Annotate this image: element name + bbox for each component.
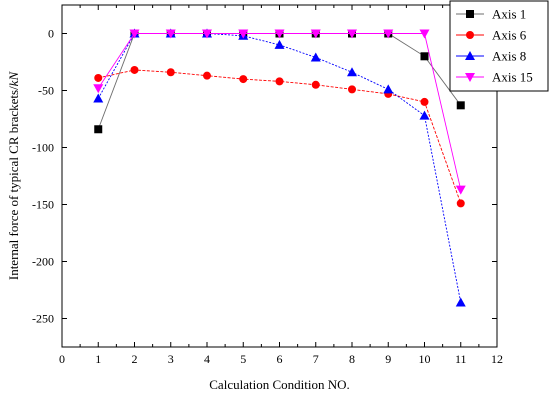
data-point xyxy=(239,75,248,84)
series-axis-8 xyxy=(93,28,466,307)
data-point xyxy=(455,185,466,195)
y-tick-label: -150 xyxy=(32,198,54,212)
data-point xyxy=(129,29,140,39)
x-tick-label: 10 xyxy=(419,352,431,366)
y-axis-title: Internal force of typical CR brackets/kN xyxy=(6,71,21,281)
data-point xyxy=(310,52,321,62)
data-point xyxy=(94,73,103,82)
legend: Axis 1 Axis 6 Axis 8 Axis 15 xyxy=(449,0,549,92)
x-tick-label: 8 xyxy=(349,352,355,366)
y-axis-title-prefix: Internal force of typical CR brackets/ xyxy=(6,86,21,280)
legend-label: Axis 8 xyxy=(492,49,526,64)
x-tick-label: 1 xyxy=(95,352,101,366)
x-tick-label: 2 xyxy=(132,352,138,366)
x-tick-label: 0 xyxy=(59,352,65,366)
y-tick-label: 0 xyxy=(48,27,54,41)
data-point xyxy=(274,39,285,49)
data-point xyxy=(275,77,284,86)
legend-marker xyxy=(465,51,475,60)
data-point xyxy=(130,65,139,74)
x-tick-label: 4 xyxy=(204,352,210,366)
y-tick-label: -50 xyxy=(38,84,54,98)
legend-label: Axis 1 xyxy=(492,7,526,22)
legend-label: Axis 15 xyxy=(492,70,533,85)
series-line xyxy=(98,69,462,204)
data-point xyxy=(347,29,357,39)
legend-entry: Axis 6 xyxy=(456,28,527,43)
data-point xyxy=(456,101,465,110)
data-point xyxy=(383,84,394,94)
data-point xyxy=(165,29,176,39)
y-tick-label: -200 xyxy=(32,255,54,269)
data-point xyxy=(310,29,321,39)
data-point xyxy=(94,125,103,134)
data-point xyxy=(383,29,394,39)
y-tick-label: -100 xyxy=(32,141,54,155)
legend-entry: Axis 15 xyxy=(456,70,533,85)
legend-label: Axis 6 xyxy=(492,28,527,43)
x-tick-label: 11 xyxy=(455,352,467,366)
series-axis-6 xyxy=(94,65,465,208)
legend-entry: Axis 1 xyxy=(456,7,526,22)
legend-marker xyxy=(466,31,474,39)
data-point xyxy=(274,29,285,39)
x-tick-label: 12 xyxy=(491,352,503,366)
series-line xyxy=(97,33,462,190)
data-point xyxy=(456,199,465,208)
data-point xyxy=(455,297,466,307)
data-point xyxy=(420,97,429,106)
legend-entry: Axis 8 xyxy=(456,49,526,64)
axis-ticks: 0 1 2 3 4 5 6 7 8 9 10 11 120-50-100-150-200-250 xyxy=(32,5,503,366)
data-point xyxy=(93,93,104,103)
x-tick-label: 6 xyxy=(277,352,283,366)
data-point xyxy=(347,67,357,77)
data-point xyxy=(203,71,211,80)
plot-frame xyxy=(61,4,498,348)
data-point xyxy=(348,85,356,94)
x-tick-label: 5 xyxy=(240,352,246,366)
legend-marker xyxy=(465,73,475,82)
axes xyxy=(61,4,498,348)
series-layer xyxy=(93,28,466,307)
x-axis-title: Calculation Condition NO. xyxy=(209,377,349,392)
data-point xyxy=(202,29,212,39)
legend-marker xyxy=(466,10,474,18)
data-point xyxy=(93,84,104,94)
data-point xyxy=(419,110,430,120)
data-point xyxy=(419,29,430,39)
data-point xyxy=(238,29,249,39)
x-tick-label: 7 xyxy=(313,352,319,366)
data-point xyxy=(420,52,429,61)
x-tick-label: 3 xyxy=(168,352,174,366)
series-line xyxy=(97,33,462,303)
series-axis-15 xyxy=(93,29,466,195)
y-axis-title-unit: kN xyxy=(6,71,21,87)
y-tick-label: -250 xyxy=(32,312,54,326)
data-point xyxy=(166,68,175,77)
data-point xyxy=(311,80,320,89)
x-tick-label: 9 xyxy=(385,352,391,366)
